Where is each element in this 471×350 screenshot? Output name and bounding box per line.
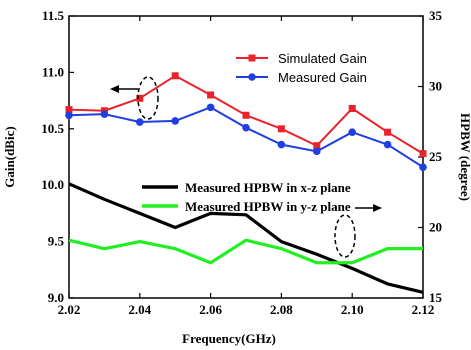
right-axis-indicator-ellipse xyxy=(334,214,356,258)
y2-axis-title: HPBW (degree) xyxy=(458,113,471,201)
series-point-1 xyxy=(136,118,144,126)
legend-label-lower: Measured HPBW in y-z plane xyxy=(185,199,351,214)
y-tick-label: 9.5 xyxy=(48,234,65,249)
series-line-3 xyxy=(68,238,423,265)
legend-marker-upper xyxy=(248,73,256,81)
legend-label-upper: Measured Gain xyxy=(278,70,367,85)
series-point-0 xyxy=(171,72,179,80)
y2-tick-label: 35 xyxy=(429,8,443,23)
axis-titles: Frequency(GHz) Gain(dBic) HPBW (degree) xyxy=(2,113,471,346)
y-tick-label: 10.5 xyxy=(41,121,64,136)
series-point-0 xyxy=(384,128,392,136)
y-axis-title: Gain(dBic) xyxy=(2,126,17,187)
ticks: 2.02 2.04 2.06 2.08 2.10 2.12 9.0 9.5 10.0 10.5 11… xyxy=(41,8,442,317)
series-point-1 xyxy=(242,123,250,132)
series-point-1 xyxy=(383,140,392,149)
y2-tick-label: 15 xyxy=(429,290,443,305)
x-tick-label: 2.02 xyxy=(58,302,81,317)
y2-tick-label: 20 xyxy=(429,220,442,235)
series-point-0 xyxy=(313,142,321,150)
left-axis-indicator-ellipse xyxy=(137,76,159,120)
series-point-0 xyxy=(348,104,356,112)
series-point-0 xyxy=(419,150,427,158)
series-layer xyxy=(65,72,427,294)
legend-label-upper: Simulated Gain xyxy=(278,51,367,66)
y-tick-label: 10.0 xyxy=(41,177,64,192)
series-point-0 xyxy=(65,106,73,114)
series-point-1 xyxy=(100,110,109,118)
x-tick-label: 2.04 xyxy=(128,302,151,317)
series-point-0 xyxy=(136,94,144,102)
series-point-1 xyxy=(206,103,215,112)
series-point-1 xyxy=(419,163,427,171)
series-point-1 xyxy=(171,117,179,125)
x-tick-label: 2.08 xyxy=(270,302,293,317)
right-arrow-head xyxy=(373,204,382,212)
legend-marker-upper xyxy=(248,54,256,62)
y-tick-label: 9.0 xyxy=(48,290,64,305)
series-point-0 xyxy=(207,91,215,99)
series-point-1 xyxy=(65,111,73,120)
annotations xyxy=(110,76,382,258)
x-tick-label: 2.06 xyxy=(199,302,222,317)
y-tick-label: 11.5 xyxy=(42,8,65,23)
x-axis-title: Frequency(GHz) xyxy=(182,331,276,346)
legend-label-lower: Measured HPBW in x-z plane xyxy=(185,180,351,195)
series-point-0 xyxy=(277,125,285,133)
series-point-1 xyxy=(348,128,357,136)
series-point-1 xyxy=(313,147,321,156)
series-point-0 xyxy=(242,111,250,119)
x-tick-label: 2.10 xyxy=(341,302,364,317)
y2-tick-label: 25 xyxy=(429,149,443,164)
series-point-1 xyxy=(277,140,286,149)
series-line-2 xyxy=(68,182,424,294)
y2-tick-label: 30 xyxy=(429,79,442,94)
y-tick-label: 11.0 xyxy=(42,64,64,79)
legend: Simulated Gain Measured Gain Measured HPBW… xyxy=(142,51,367,214)
left-arrow-head xyxy=(110,85,119,93)
x-tick-label: 2.12 xyxy=(412,302,435,317)
